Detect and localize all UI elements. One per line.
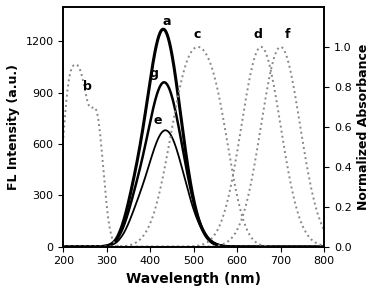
Text: f: f	[285, 28, 290, 41]
Text: g: g	[149, 67, 158, 80]
X-axis label: Wavelength (nm): Wavelength (nm)	[126, 272, 261, 286]
Text: e: e	[154, 114, 162, 127]
Text: a: a	[162, 14, 170, 28]
Y-axis label: FL Intensity (a.u.): FL Intensity (a.u.)	[7, 64, 20, 190]
Text: d: d	[254, 28, 262, 41]
Text: c: c	[193, 28, 201, 41]
Text: b: b	[83, 80, 92, 93]
Y-axis label: Normalized Absorbance: Normalized Absorbance	[357, 44, 370, 210]
